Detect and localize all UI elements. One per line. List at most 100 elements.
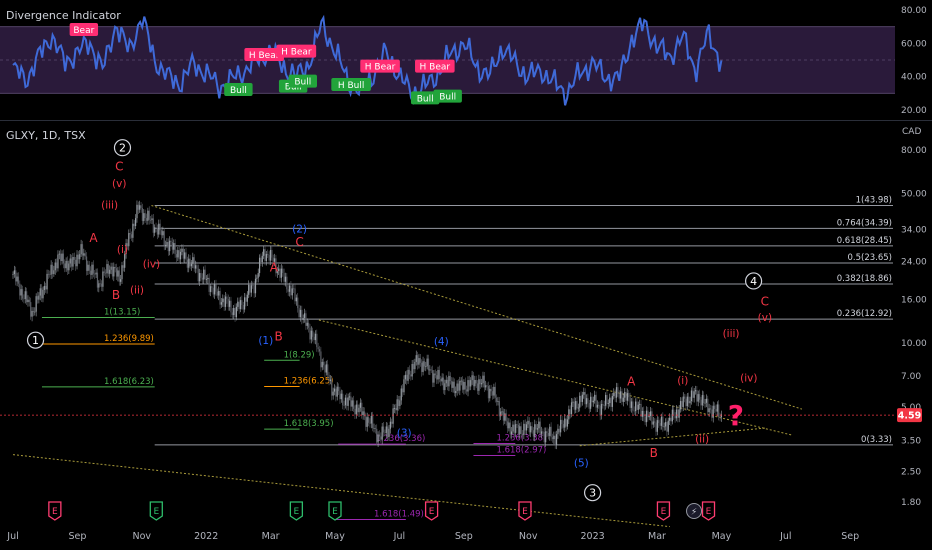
candle-body xyxy=(362,411,364,416)
candle-body xyxy=(169,240,171,252)
svg-text:H Bull: H Bull xyxy=(338,81,365,91)
candle-body xyxy=(107,264,109,274)
candle-body xyxy=(599,405,601,416)
candle-body xyxy=(378,434,381,437)
candle-body xyxy=(440,378,442,382)
candle-body xyxy=(609,397,611,404)
bear-divergence-label: H Bear xyxy=(244,48,284,61)
candle-body xyxy=(309,327,311,340)
candle-body xyxy=(509,422,511,435)
candle-body xyxy=(113,266,115,277)
candle-body xyxy=(505,413,507,422)
candle-body xyxy=(540,431,543,434)
candle-body xyxy=(124,253,126,268)
candle-body xyxy=(91,264,93,275)
candle-body xyxy=(649,411,652,417)
candle-body xyxy=(677,409,679,418)
candle-body xyxy=(235,306,238,318)
candle-body xyxy=(200,273,202,278)
candle-body xyxy=(452,381,454,388)
candle-body xyxy=(61,253,63,262)
candle-body xyxy=(263,249,265,256)
candle-body xyxy=(576,401,578,409)
candle-body xyxy=(171,242,173,250)
earnings-event-icon[interactable]: E xyxy=(328,501,342,521)
candle-body xyxy=(408,369,411,375)
candle-body xyxy=(141,208,144,221)
time-tick-label: Mar xyxy=(648,531,666,542)
time-axis[interactable]: Jul Sep Nov 2022 Mar May Jul Sep Nov 2023 Mar May Ju… xyxy=(6,531,859,542)
candle-body xyxy=(382,426,385,433)
candle-body xyxy=(201,277,203,280)
candle-body xyxy=(595,394,597,408)
candle-body xyxy=(122,265,124,268)
earnings-event-icon[interactable]: E xyxy=(424,501,439,521)
candle-body xyxy=(551,437,554,440)
candle-body xyxy=(333,388,336,392)
candle-body xyxy=(497,401,499,402)
main-price-pane[interactable]: 1(43.98) 0.764(34.39) 0.618(28.45) 0.5(23.6… xyxy=(0,129,895,528)
candle-body xyxy=(21,289,24,299)
candle-body xyxy=(302,317,304,320)
candle-body xyxy=(197,268,199,282)
fib-level-label: 1.618(3.95) xyxy=(284,419,334,429)
candle-body xyxy=(583,392,585,395)
candle-body xyxy=(636,401,638,410)
candle-body xyxy=(137,204,139,210)
candle-body xyxy=(163,231,165,246)
candle-body xyxy=(69,258,71,264)
candle-body xyxy=(308,322,310,328)
candle-body xyxy=(693,391,695,398)
candle-body xyxy=(346,397,348,406)
earnings-event-icon[interactable]: E xyxy=(149,501,163,521)
earnings-event-icon[interactable]: E xyxy=(518,501,532,521)
candle-body xyxy=(70,258,73,267)
candle-body xyxy=(151,218,153,220)
candle-body xyxy=(414,361,416,370)
candle-body xyxy=(487,386,490,399)
wave-label: (iv) xyxy=(740,372,757,384)
event-markers[interactable]: E E E E E E E ⚡ E xyxy=(48,501,716,521)
svg-text:E: E xyxy=(52,507,58,517)
candle-body xyxy=(216,291,218,296)
candle-body xyxy=(700,399,702,406)
wave-label: (iii) xyxy=(723,328,740,340)
price-tick-label: 80.00 xyxy=(901,146,927,156)
wave-label: (iii) xyxy=(101,199,118,211)
indicator-price-axis[interactable]: 80.00 60.00 40.00 20.00 xyxy=(901,6,927,116)
candle-body xyxy=(572,401,574,403)
candle-body xyxy=(355,404,357,415)
candle-body xyxy=(350,396,352,407)
candle-body xyxy=(696,390,698,402)
candle-body xyxy=(501,411,503,413)
candle-body xyxy=(618,393,620,399)
candle-body xyxy=(23,298,25,300)
candle-body xyxy=(49,274,51,276)
candle-body xyxy=(472,375,475,387)
candle-body xyxy=(363,411,366,417)
fib-level-label: 0.382(18.86) xyxy=(837,274,892,284)
split-event-icon[interactable]: ⚡ xyxy=(686,503,703,519)
candle-body xyxy=(524,423,526,431)
price-axis[interactable]: CAD 80.0050.0034.0024.0016.0010.007.005.… xyxy=(901,127,927,508)
indicator-tick-label: 60.00 xyxy=(901,39,927,49)
earnings-event-icon[interactable]: E xyxy=(289,501,304,521)
candle-body xyxy=(402,388,404,393)
candle-body xyxy=(502,411,505,421)
earnings-event-icon[interactable]: E xyxy=(656,501,671,521)
earnings-event-icon[interactable]: E xyxy=(701,501,716,521)
candle-body xyxy=(173,243,175,250)
current-price-value: 4.59 xyxy=(898,411,921,422)
candle-body xyxy=(478,379,480,391)
earnings-event-icon[interactable]: E xyxy=(48,501,62,521)
candle-body xyxy=(562,424,564,428)
time-tick-label: Jul xyxy=(6,531,18,542)
wave-label: (v) xyxy=(758,312,772,324)
candle-body xyxy=(159,223,161,231)
candle-body xyxy=(415,355,417,362)
candle-body xyxy=(404,374,406,380)
candle-body xyxy=(214,284,216,295)
candle-body xyxy=(186,259,188,268)
